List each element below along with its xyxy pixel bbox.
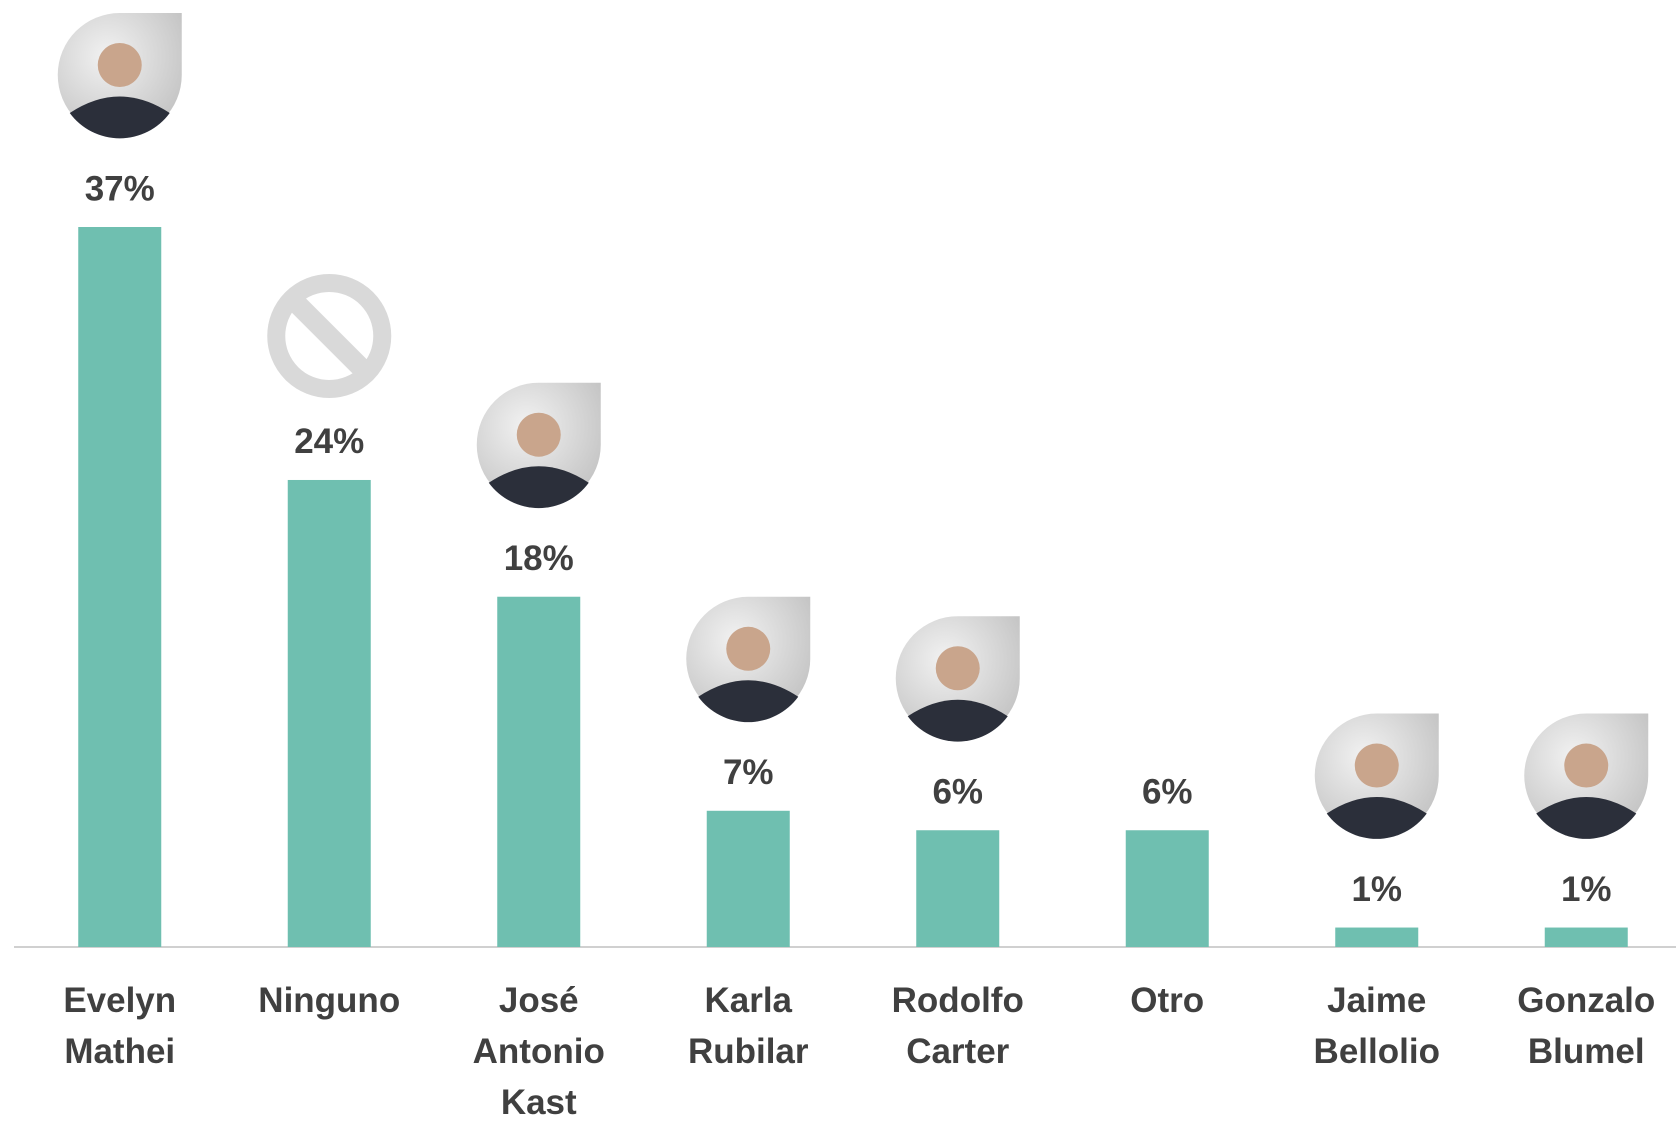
ban-icon [267, 273, 392, 398]
avatar-body [1536, 797, 1637, 839]
ban-ring [267, 273, 392, 398]
avatar [686, 596, 811, 723]
x-tick-label: Evelyn Mathei [63, 981, 176, 1071]
avatar [895, 616, 1020, 742]
avatar-head [726, 626, 771, 671]
x-tick-label: Jaime Bellolio [1314, 981, 1440, 1071]
bar [1335, 927, 1419, 947]
bar [1544, 927, 1628, 947]
avatar-body [698, 680, 799, 723]
x-tick-label: Otro [1130, 981, 1204, 1020]
avatar-body [1326, 797, 1427, 839]
x-tick-label: José Antonio Kast [473, 981, 605, 1122]
x-tick-label: Ninguno [258, 981, 400, 1020]
value-label: 6% [932, 772, 983, 811]
bar [916, 830, 1000, 947]
value-label: 37% [85, 169, 155, 208]
avatar-body [69, 96, 170, 139]
x-tick-label: Gonzalo Blumel [1517, 981, 1655, 1071]
avatar-head [516, 412, 561, 457]
value-label: 24% [294, 422, 364, 461]
value-label: 18% [504, 539, 574, 578]
value-label: 1% [1561, 870, 1612, 909]
avatar-head [1564, 743, 1609, 788]
avatar-body [488, 466, 589, 509]
bar [497, 596, 581, 947]
x-tick-label: Karla Rubilar [688, 981, 809, 1071]
bar [1125, 830, 1209, 947]
avatar [1314, 713, 1439, 839]
value-label: 1% [1351, 870, 1402, 909]
avatar [476, 382, 601, 509]
ban-slash [286, 292, 373, 380]
avatar [1524, 713, 1649, 839]
value-label: 7% [723, 753, 774, 792]
avatar-head [935, 646, 980, 691]
avatar [57, 13, 182, 139]
bar [706, 810, 790, 947]
avatar-body [907, 699, 1008, 742]
avatar-head [97, 43, 142, 87]
bar [78, 227, 162, 947]
x-tick-label: Rodolfo Carter [892, 981, 1024, 1071]
avatar-head [1354, 743, 1399, 788]
bar [287, 479, 371, 947]
value-label: 6% [1142, 772, 1193, 811]
